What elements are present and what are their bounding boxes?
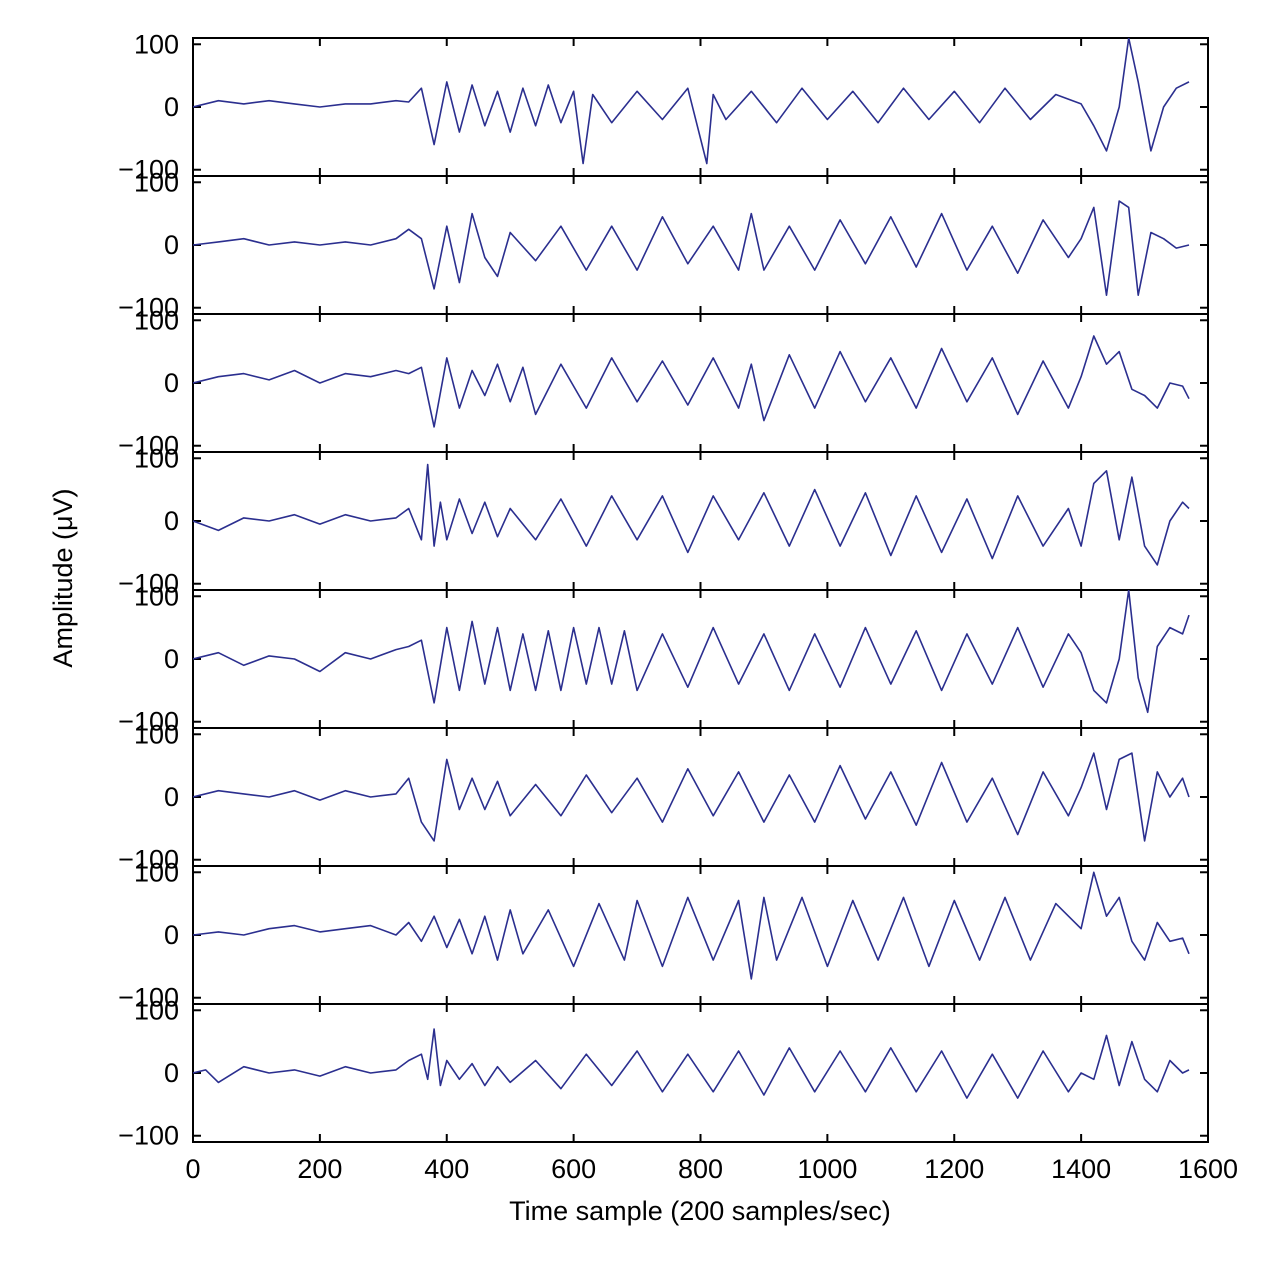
panel-frame bbox=[192, 451, 1209, 591]
x-tick-label: 400 bbox=[424, 1154, 469, 1184]
channel-panel-1: 100 0 −100 bbox=[118, 29, 1209, 185]
y-tick-label: 0 bbox=[164, 92, 179, 122]
eeg-trace-7 bbox=[193, 871, 1190, 980]
x-tick-label: 800 bbox=[678, 1154, 723, 1184]
x-axis-label: Time sample (200 samples/sec) bbox=[509, 1196, 891, 1226]
y-tick-label: 0 bbox=[164, 644, 179, 674]
y-tick-label: 100 bbox=[134, 719, 179, 749]
x-tick-label: 1400 bbox=[1051, 1154, 1111, 1184]
y-tick-label: −100 bbox=[118, 845, 179, 875]
eeg-trace-1 bbox=[193, 38, 1190, 165]
y-tick-label: −100 bbox=[118, 569, 179, 599]
y-tick-label: 100 bbox=[134, 581, 179, 611]
panel-frame bbox=[192, 727, 1209, 867]
y-tick-label: 0 bbox=[164, 368, 179, 398]
y-axis-label: Amplitude (μV) bbox=[48, 488, 78, 667]
y-tick-label: 0 bbox=[164, 1058, 179, 1088]
y-tick-label: 100 bbox=[134, 167, 179, 197]
y-tick-label: 0 bbox=[164, 782, 179, 812]
x-tick-label: 1600 bbox=[1178, 1154, 1238, 1184]
panel-frame bbox=[192, 37, 1209, 177]
channel-panel-2: 100 0 −100 bbox=[118, 167, 1209, 323]
channel-panel-4: 100 0 −100 bbox=[118, 443, 1209, 599]
panel-frame bbox=[192, 865, 1209, 1005]
y-tick-label: 100 bbox=[134, 857, 179, 887]
eeg-trace-4 bbox=[193, 463, 1190, 566]
x-tick-label: 1200 bbox=[924, 1154, 984, 1184]
channel-panels: 1000−1001000−1001000−1001000−1001000−100… bbox=[118, 29, 1209, 1151]
y-tick-label: −100 bbox=[118, 155, 179, 185]
y-tick-label: −100 bbox=[118, 1121, 179, 1151]
y-tick-label: −100 bbox=[118, 293, 179, 323]
x-tick-label: 0 bbox=[185, 1154, 200, 1184]
channel-panel-5: 100 0 −100 bbox=[118, 581, 1209, 737]
eeg-trace-3 bbox=[193, 335, 1190, 428]
channel-panel-6: 100 0 −100 bbox=[118, 719, 1209, 875]
y-tick-label: 100 bbox=[134, 443, 179, 473]
x-tick-label: 600 bbox=[551, 1154, 596, 1184]
y-tick-label: 0 bbox=[164, 920, 179, 950]
x-tick-labels: 0 200 400 600 800 1000 1200 1400 1600 bbox=[185, 1154, 1238, 1184]
y-tick-label: 100 bbox=[134, 305, 179, 335]
y-tick-label: 0 bbox=[164, 506, 179, 536]
eeg-trace-6 bbox=[193, 752, 1190, 842]
y-tick-label: −100 bbox=[118, 707, 179, 737]
y-tick-label: 0 bbox=[164, 230, 179, 260]
channel-panel-8: 100 0 −100 bbox=[118, 995, 1209, 1151]
x-tick-label: 200 bbox=[297, 1154, 342, 1184]
eeg-trace-5 bbox=[193, 590, 1190, 714]
x-tick-label: 1000 bbox=[797, 1154, 857, 1184]
y-tick-label: −100 bbox=[118, 983, 179, 1013]
eeg-trace-8 bbox=[193, 1028, 1190, 1099]
y-tick-label: −100 bbox=[118, 431, 179, 461]
y-tick-label: 100 bbox=[134, 29, 179, 59]
eeg-trace-2 bbox=[193, 200, 1190, 296]
channel-panel-7: 100 0 −100 bbox=[118, 857, 1209, 1013]
channel-panel-3: 100 0 −100 bbox=[118, 305, 1209, 461]
y-tick-label: 100 bbox=[134, 995, 179, 1025]
